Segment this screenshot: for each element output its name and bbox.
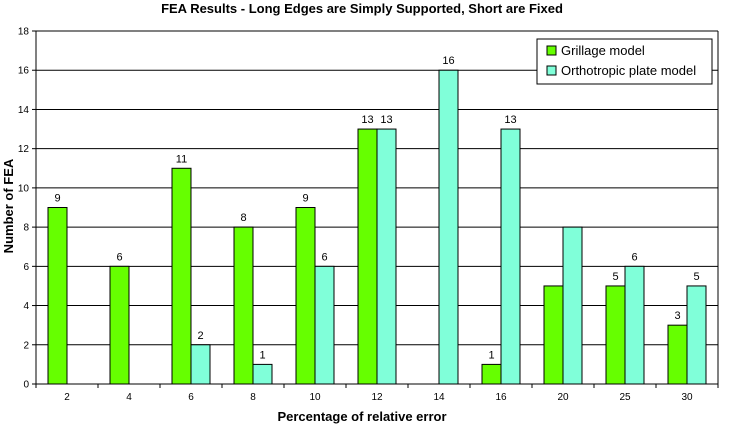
bar-grillage: [171, 167, 192, 385]
data-label: 11: [176, 153, 187, 165]
data-label: 6: [116, 251, 122, 263]
bars: [47, 69, 707, 385]
y-tick-label: 18: [18, 27, 30, 38]
data-label: 6: [321, 251, 327, 263]
data-label: 9: [54, 193, 60, 205]
x-tick-label: 6: [188, 392, 194, 403]
chart-title: FEA Results - Long Edges are Simply Supp…: [161, 1, 563, 16]
legend-swatch: [546, 45, 557, 56]
legend-entry: Grillage model: [561, 43, 645, 58]
data-label: 5: [612, 271, 618, 283]
y-tick-label: 4: [23, 301, 29, 312]
data-label: 2: [197, 330, 203, 342]
bar-grillage: [605, 285, 626, 385]
data-label: 16: [442, 55, 454, 67]
y-tick-label: 12: [18, 144, 30, 155]
bar-grillage: [357, 128, 378, 385]
bar-orthotropic: [314, 265, 335, 385]
bar-orthotropic: [376, 128, 397, 385]
data-label: 1: [259, 349, 265, 361]
bar-orthotropic: [438, 69, 459, 385]
bar-grillage: [543, 285, 564, 385]
bar-orthotropic: [562, 226, 583, 385]
legend: Grillage model Orthotropic plate model: [536, 38, 713, 85]
y-tick-label: 16: [18, 66, 30, 77]
y-tick-label: 6: [23, 262, 29, 273]
data-label: 13: [504, 114, 516, 126]
x-tick-label: 4: [126, 392, 132, 403]
data-label: 8: [240, 212, 246, 224]
data-label: 3: [674, 310, 680, 322]
y-tick-label: 2: [23, 340, 29, 351]
x-tick-label: 8: [250, 392, 256, 403]
x-tick-label: 10: [309, 392, 321, 403]
x-tick-label: 2: [64, 392, 70, 403]
data-label: 13: [361, 114, 373, 126]
bar-orthotropic: [500, 128, 521, 385]
x-tick-label: 12: [371, 392, 383, 403]
bar-grillage: [481, 363, 502, 385]
legend-entry: Orthotropic plate model: [561, 63, 696, 78]
data-label: 9: [302, 193, 308, 205]
bar-orthotropic: [190, 344, 211, 385]
data-label: 5: [693, 271, 699, 283]
y-tick-label: 0: [23, 380, 29, 391]
bar-grillage: [233, 226, 254, 385]
data-label: 1: [488, 349, 494, 361]
bar-grillage: [295, 207, 316, 385]
bar-orthotropic: [624, 265, 645, 385]
data-labels: 9 6 11 2 8 1 9 6 13 13 16 1 13 5 6 3 5: [54, 55, 699, 361]
bar-orthotropic: [252, 363, 273, 385]
data-label: 6: [631, 251, 637, 263]
legend-swatch: [546, 65, 557, 76]
x-axis-label: Percentage of relative error: [277, 409, 446, 424]
bar-grillage: [667, 324, 688, 385]
x-tick-label: 30: [681, 392, 693, 403]
x-tick-label: 16: [495, 392, 507, 403]
legend-box: [536, 38, 713, 85]
bar-orthotropic: [686, 285, 707, 385]
y-tick-label: 14: [18, 105, 30, 116]
y-axis-label: Number of FEA: [1, 158, 16, 253]
data-label: 13: [380, 114, 392, 126]
x-tick-label: 14: [433, 392, 445, 403]
x-tick-label: 25: [619, 392, 631, 403]
y-tick-label: 10: [18, 183, 30, 194]
x-tick-label: 20: [557, 392, 569, 403]
bar-grillage: [109, 265, 130, 385]
bar-grillage: [47, 207, 68, 385]
y-tick-label: 8: [23, 223, 29, 234]
